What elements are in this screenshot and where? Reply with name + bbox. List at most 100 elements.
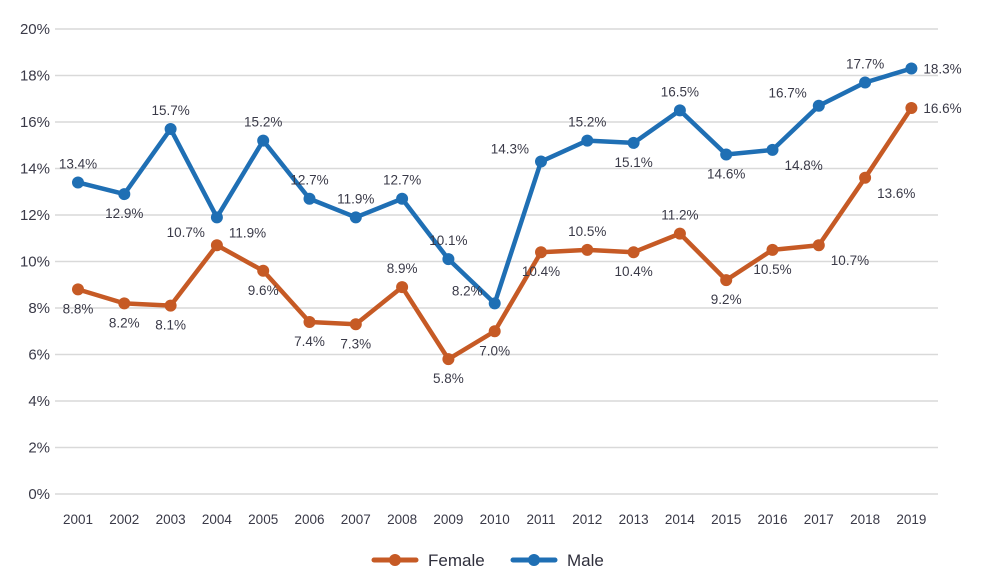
female-data-point[interactable] [812,239,825,252]
female-data-label: 8.2% [109,315,140,330]
male-data-label: 8.2% [452,283,483,298]
legend-item-female[interactable]: Female [371,551,485,570]
female-data-point[interactable] [396,281,409,294]
male-data-point[interactable] [257,134,270,147]
female-data-point[interactable] [442,353,455,366]
legend-male-label: Male [567,551,604,570]
female-data-point[interactable] [72,283,84,296]
female-data-point[interactable] [720,274,733,287]
y-tick-label: 0% [28,486,50,503]
y-tick-label: 8% [28,300,50,317]
female-data-label: 11.2% [661,208,698,223]
x-tick-label: 2013 [619,512,649,527]
male-data-label: 14.3% [491,142,529,157]
male-data-label: 11.9% [337,191,374,206]
x-tick-label: 2008 [387,512,417,527]
y-tick-label: 2% [28,440,50,457]
male-data-point[interactable] [627,136,640,149]
x-tick-label: 2015 [711,512,741,527]
female-data-point[interactable] [859,171,872,184]
male-data-point[interactable] [210,211,223,224]
x-tick-label: 2003 [156,512,186,527]
female-data-point[interactable] [766,243,779,256]
female-data-label: 7.4% [294,334,325,349]
female-data-label: 10.7% [831,253,869,268]
female-data-point[interactable] [303,315,316,328]
legend-female-label: Female [428,551,485,570]
male-data-label: 15.2% [244,115,282,130]
female-data-point[interactable] [581,243,594,256]
male-data-point[interactable] [720,148,733,161]
female-data-label: 8.9% [387,261,418,276]
y-axis-ticks: 0% 2% 4% 6% 8% 10% 12% 14% 16% 18% 20% [20,21,50,503]
male-data-label: 14.6% [707,167,745,182]
female-data-label: 16.6% [923,101,961,116]
x-tick-label: 2009 [433,512,463,527]
male-data-point[interactable] [442,253,455,266]
y-tick-label: 16% [20,114,50,131]
female-data-point[interactable] [488,325,501,338]
male-data-point[interactable] [535,155,547,168]
y-tick-label: 4% [28,393,50,410]
x-tick-label: 2012 [572,512,602,527]
male-data-point[interactable] [396,192,409,205]
male-data-point[interactable] [859,76,872,89]
female-data-point[interactable] [164,299,177,312]
male-data-label: 13.4% [59,156,97,171]
y-tick-label: 12% [20,207,50,224]
male-data-label: 12.7% [290,173,328,188]
female-data-label: 13.6% [877,186,915,201]
series [72,62,918,366]
female-data-point[interactable] [535,246,547,259]
x-tick-label: 2004 [202,512,233,527]
male-data-point[interactable] [303,192,316,205]
male-data-point[interactable] [905,62,918,75]
x-tick-label: 2014 [665,512,696,527]
male-data-label: 11.9% [229,225,266,240]
female-data-point[interactable] [905,102,918,115]
male-data-point[interactable] [673,104,686,117]
female-data-point[interactable] [627,246,640,259]
male-data-point[interactable] [164,122,177,135]
male-data-label: 14.8% [785,158,823,173]
y-tick-label: 10% [20,254,50,271]
female-data-label: 10.5% [568,224,606,239]
legend: Female Male [371,551,604,570]
x-tick-label: 2017 [804,512,834,527]
male-data-point[interactable] [118,188,131,201]
male-data-point[interactable] [766,143,779,156]
x-axis-ticks: 2001 2002 2003 2004 2005 2006 2007 2008 2009 2010… [63,512,926,527]
x-tick-label: 2005 [248,512,278,527]
female-data-point[interactable] [673,227,686,240]
male-data-label: 16.5% [661,84,699,99]
female-data-point[interactable] [210,239,223,252]
x-tick-label: 2006 [294,512,324,527]
female-data-label: 8.1% [155,318,186,333]
legend-item-male[interactable]: Male [510,551,604,570]
female-data-label: 5.8% [433,371,464,386]
legend-female-marker-icon [389,554,401,566]
female-data-label: 9.2% [711,292,742,307]
female-data-label: 8.8% [63,301,94,316]
male-data-point[interactable] [488,297,501,310]
y-tick-label: 20% [20,21,50,38]
male-data-label: 15.2% [568,115,606,130]
legend-male-marker-icon [528,554,540,566]
male-data-point[interactable] [72,176,84,189]
female-data-point[interactable] [257,264,270,277]
female-data-point[interactable] [118,297,131,310]
female-data-label: 10.4% [614,264,652,279]
female-data-label: 9.6% [248,283,279,298]
male-data-label: 17.7% [846,56,884,71]
male-data-label: 18.3% [923,62,961,77]
y-tick-label: 14% [20,161,50,178]
female-data-label: 10.7% [167,225,205,240]
male-data-point[interactable] [581,134,594,147]
male-data-point[interactable] [349,211,362,224]
male-data-point[interactable] [812,99,825,112]
x-tick-label: 2019 [896,512,926,527]
female-data-label: 10.5% [753,262,791,277]
female-data-label: 7.3% [340,336,371,351]
female-data-point[interactable] [349,318,362,331]
